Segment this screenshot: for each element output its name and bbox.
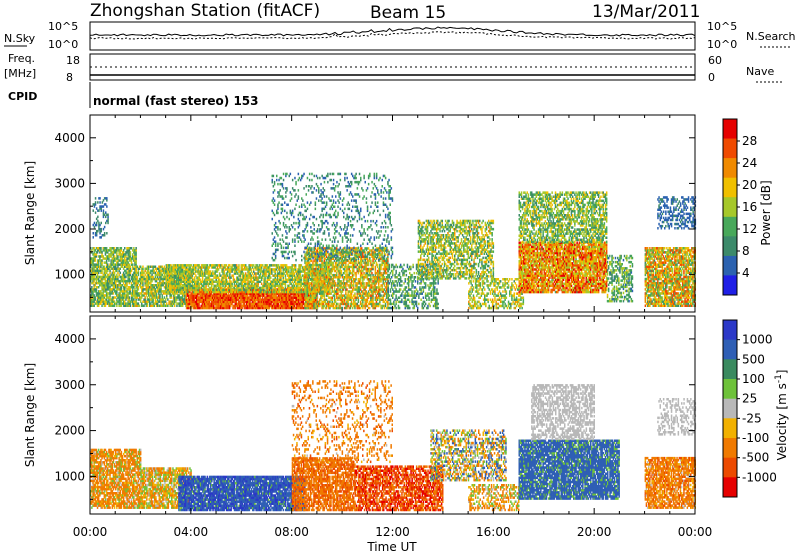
heatmap-cell bbox=[95, 211, 97, 214]
freq-unit: [MHz] bbox=[4, 67, 36, 80]
noise-tick-high-left: 10^5 bbox=[48, 20, 78, 33]
noise-tick-low-left: 10^0 bbox=[48, 38, 78, 51]
heatmap-cell bbox=[101, 222, 103, 225]
nsky-label: N.Sky bbox=[4, 32, 36, 45]
heatmap-cell bbox=[106, 205, 108, 208]
freq-tick-low: 8 bbox=[66, 71, 73, 84]
heatmap-cell bbox=[104, 226, 106, 229]
heatmap-cell bbox=[104, 232, 106, 235]
heatmap-cell bbox=[139, 305, 141, 308]
noise-tick-low-right: 10^0 bbox=[707, 38, 737, 51]
heatmap-cell bbox=[100, 247, 102, 250]
nsearch-label: N.Search bbox=[746, 30, 796, 43]
heatmap-cell bbox=[93, 209, 95, 212]
heatmap-cell bbox=[106, 197, 108, 200]
heatmap-cell bbox=[103, 209, 105, 212]
freq-tick-high: 18 bbox=[66, 54, 80, 67]
noise-panel: N.Sky 10^5 10^0 10^5 10^0 N.Search bbox=[4, 20, 796, 51]
nsky-trace bbox=[90, 27, 695, 36]
heatmap-cell bbox=[130, 251, 132, 254]
freq-panel: Freq. [MHz] 18 8 60 0 Nave bbox=[4, 52, 784, 84]
noise-tick-high-right: 10^5 bbox=[707, 20, 737, 33]
heatmap-cell bbox=[124, 247, 126, 250]
nave-label: Nave bbox=[746, 65, 774, 78]
heatmap-cell bbox=[135, 247, 137, 250]
freq-label: Freq. bbox=[8, 52, 35, 65]
heatmap-cell bbox=[107, 214, 109, 217]
heatmap-cell bbox=[99, 201, 101, 204]
nave-tick-high: 60 bbox=[708, 54, 722, 67]
heatmap-cell bbox=[142, 266, 144, 269]
heatmap-cell bbox=[99, 197, 101, 200]
heatmap-cell bbox=[129, 296, 131, 299]
beam-label: Beam 15 bbox=[370, 3, 446, 23]
heatmap-cell bbox=[132, 263, 134, 266]
heatmap-cell bbox=[93, 232, 95, 235]
cpid-label: CPID bbox=[8, 90, 37, 103]
radar-figure: Zhongshan Station (fitACF) Beam 15 13/Ma… bbox=[0, 0, 800, 554]
heatmap-cell bbox=[121, 247, 123, 250]
heatmap-cell bbox=[101, 228, 103, 231]
heatmap-cell bbox=[97, 216, 99, 219]
heatmap-cell bbox=[93, 236, 95, 239]
cpid-text: normal (fast stereo) 153 bbox=[93, 94, 259, 108]
power-heatmap-cells bbox=[90, 173, 696, 310]
heatmap-cell bbox=[97, 201, 99, 204]
heatmap-cell bbox=[106, 232, 108, 235]
date-label: 13/Mar/2011 bbox=[592, 2, 700, 22]
figure-title: Zhongshan Station (fitACF) bbox=[90, 1, 320, 21]
heatmap-cell bbox=[120, 272, 122, 275]
heatmap-cell bbox=[95, 201, 97, 204]
nave-tick-low: 0 bbox=[708, 71, 715, 84]
heatmap-cell bbox=[95, 197, 97, 200]
